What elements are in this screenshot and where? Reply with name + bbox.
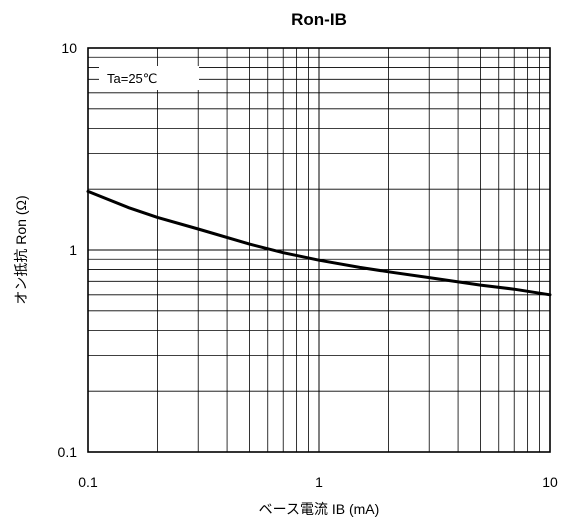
chart-title: Ron-IB (291, 10, 347, 29)
x-tick-label: 1 (315, 474, 323, 490)
y-tick-label: 0.1 (58, 444, 78, 460)
annotation-label: Ta=25℃ (107, 71, 157, 86)
x-tick-label: 10 (542, 474, 558, 490)
annotation-box (99, 66, 199, 90)
y-tick-labels: 0.1 1 10 (58, 40, 78, 460)
x-tick-label: 0.1 (78, 474, 98, 490)
x-axis-label: ベース電流 IB (mA) (259, 501, 380, 517)
x-tick-labels: 0.1 1 10 (78, 474, 558, 490)
grid (88, 48, 550, 452)
plot-frame (87, 47, 551, 453)
y-tick-label: 1 (69, 242, 77, 258)
y-axis-label: オン抵抗 Ron (Ω) (13, 195, 29, 304)
series-layer (86, 189, 552, 297)
y-tick-label: 10 (61, 40, 77, 56)
series-line (86, 189, 552, 297)
